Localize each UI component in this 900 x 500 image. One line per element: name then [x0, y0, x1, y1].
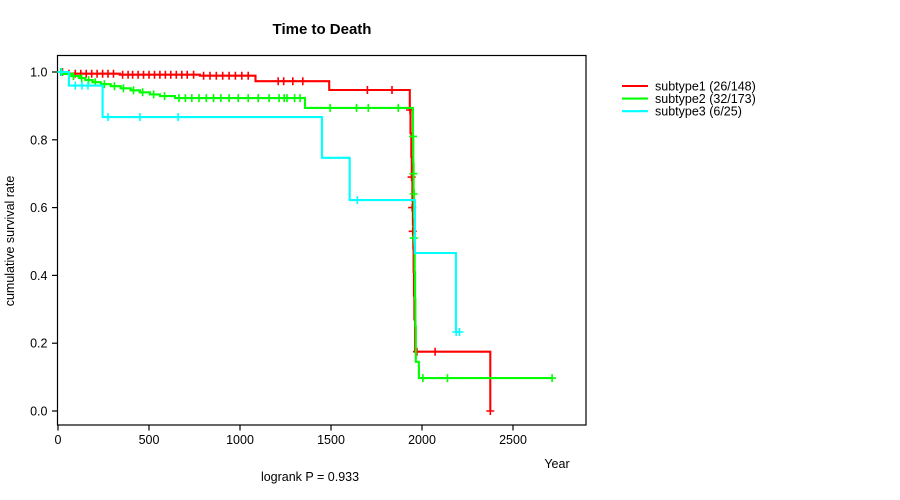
x-tick-label: 2500: [499, 433, 527, 447]
x-axis-label: Year: [544, 457, 569, 471]
y-tick-label: 1.0: [30, 66, 47, 80]
y-tick-label: 0.4: [30, 269, 47, 283]
plot-series: [56, 68, 557, 415]
y-tick-label: 0.8: [30, 133, 47, 147]
y-axis-label: cumulative survival rate: [3, 176, 17, 307]
y-tick-label: 0.2: [30, 337, 47, 351]
x-tick-label: 1000: [226, 433, 254, 447]
censor-marks-subtype1: [58, 68, 495, 415]
chart-title: Time to Death: [273, 21, 372, 38]
legend-label-subtype2: subtype2 (32/173): [655, 92, 756, 106]
legend: subtype1 (26/148)subtype2 (32/173)subtyp…: [622, 79, 756, 119]
series-line-subtype1: [58, 70, 492, 411]
logrank-annotation: logrank P = 0.933: [261, 470, 359, 484]
plot-axes: 0 500 1000 1500 2000 2500 0.0 0.2 0.4 0.6 0.8 1.0: [30, 54, 587, 447]
x-tick-label: 2000: [408, 433, 436, 447]
censor-marks-subtype2: [56, 68, 557, 383]
legend-label-subtype1: subtype1 (26/148): [655, 79, 756, 93]
y-tick-label: 0.0: [30, 405, 47, 419]
x-tick-label: 1500: [317, 433, 345, 447]
x-tick-label: 500: [139, 433, 160, 447]
x-tick-label: 0: [55, 433, 62, 447]
legend-label-subtype3: subtype3 (6/25): [655, 105, 742, 119]
plot-box: [56, 54, 587, 426]
series-line-subtype3: [58, 70, 461, 334]
y-tick-label: 0.6: [30, 201, 47, 215]
censor-marks-subtype3: [57, 68, 464, 336]
